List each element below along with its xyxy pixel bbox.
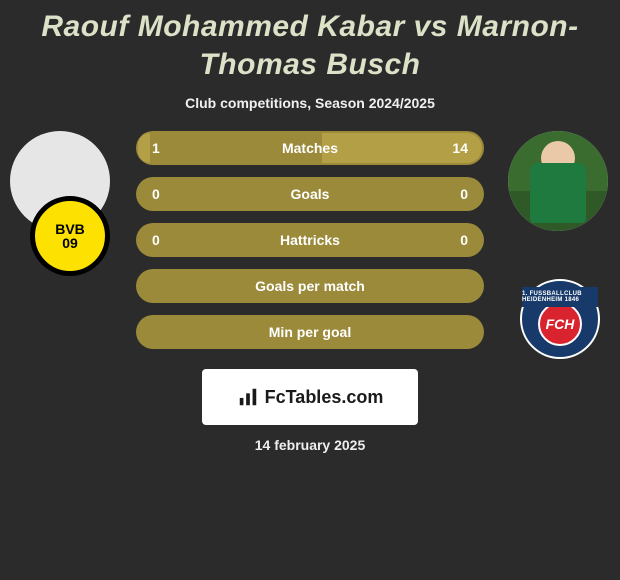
stat-row: Min per goal [136, 315, 484, 349]
fch-ball-text: FCH [538, 302, 582, 346]
subtitle: Club competitions, Season 2024/2025 [0, 95, 620, 111]
date-text: 14 february 2025 [0, 437, 620, 453]
club-badge-right: 1. FUSSBALLCLUB HEIDENHEIM 1846 FCH [520, 279, 600, 359]
fch-badge: 1. FUSSBALLCLUB HEIDENHEIM 1846 FCH [520, 279, 600, 359]
stat-bars: 1 14 Matches 0 0 Goals 0 0 Hattricks Goals per ma… [136, 131, 484, 349]
stat-value-right: 0 [460, 232, 468, 248]
stat-label: Hattricks [280, 232, 340, 248]
stat-value-right: 14 [452, 140, 468, 156]
stat-bar-left-fill [138, 133, 150, 163]
stat-label: Goals per match [255, 278, 365, 294]
stat-label: Goals [291, 186, 330, 202]
stat-row: 0 0 Hattricks [136, 223, 484, 257]
watermark: FcTables.com [202, 369, 418, 425]
player-right-photo [508, 131, 608, 231]
stat-row: 0 0 Goals [136, 177, 484, 211]
stat-row: 1 14 Matches [136, 131, 484, 165]
player-right-photo-placeholder [508, 131, 608, 231]
comparison-arena: BVB 09 1. FUSSBALLCLUB HEIDENHEIM 1846 F… [0, 131, 620, 349]
club-badge-left: BVB 09 [30, 196, 110, 276]
stat-value-left: 0 [152, 186, 160, 202]
fch-banner-text: 1. FUSSBALLCLUB HEIDENHEIM 1846 [522, 287, 598, 307]
stat-value-left: 1 [152, 140, 160, 156]
stat-value-left: 0 [152, 232, 160, 248]
bvb-text-top: BVB [55, 222, 85, 236]
chart-icon [237, 386, 259, 408]
stat-label: Min per goal [269, 324, 351, 340]
bvb-badge: BVB 09 [30, 196, 110, 276]
stat-label: Matches [282, 140, 338, 156]
bvb-text-bottom: 09 [55, 236, 85, 250]
page-title: Raouf Mohammed Kabar vs Marnon-Thomas Bu… [0, 0, 620, 83]
stat-row: Goals per match [136, 269, 484, 303]
stat-value-right: 0 [460, 186, 468, 202]
watermark-text: FcTables.com [265, 387, 384, 408]
